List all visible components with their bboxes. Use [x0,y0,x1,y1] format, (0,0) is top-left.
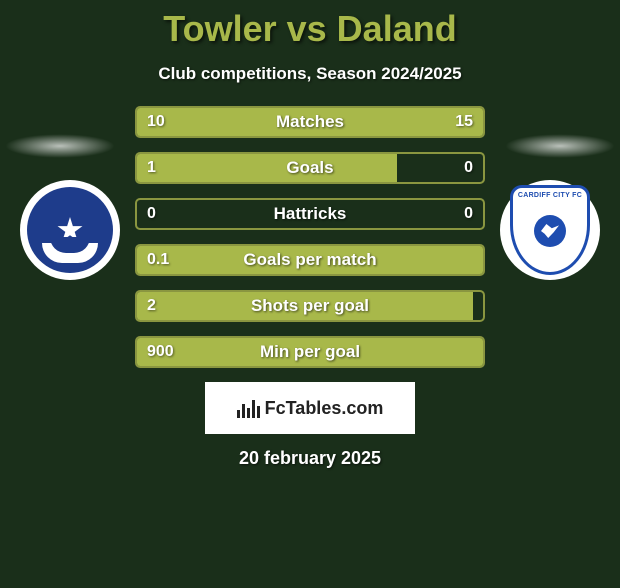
stat-value-right: 0 [464,159,473,177]
stat-label: Goals per match [243,250,376,270]
stat-value-left: 900 [147,343,174,361]
bird-icon [541,224,559,238]
stat-bar-left [137,154,397,182]
portsmouth-badge-icon [27,187,113,273]
stat-value-right: 15 [455,113,473,131]
stat-row: 1 Goals 0 [135,152,485,184]
footer-date: 20 february 2025 [0,448,620,469]
stat-row: 0 Hattricks 0 [135,198,485,230]
stat-value-left: 1 [147,159,156,177]
team-logo-right: CARDIFF CITY FC [500,180,600,280]
branding-banner[interactable]: FcTables.com [205,382,415,434]
stat-label: Goals [286,158,333,178]
logo-shadow-left [5,134,115,158]
crescent-icon [42,243,98,263]
page-title: Towler vs Daland [0,8,620,50]
stat-label: Min per goal [260,342,360,362]
stat-value-left: 0.1 [147,251,169,269]
branding-text: FcTables.com [265,398,384,419]
stat-label: Hattricks [274,204,347,224]
stat-label: Shots per goal [251,296,369,316]
stat-row: 10 Matches 15 [135,106,485,138]
cardiff-badge-icon: CARDIFF CITY FC [510,185,590,275]
stat-value-right: 0 [464,205,473,223]
cardiff-label: CARDIFF CITY FC [518,192,582,199]
stats-container: 10 Matches 15 1 Goals 0 0 Hattricks 0 0.1 Goals pe… [135,106,485,368]
stat-value-left: 2 [147,297,156,315]
team-logo-left [20,180,120,280]
logo-shadow-right [505,134,615,158]
bird-circle-icon [534,215,566,247]
page-subtitle: Club competitions, Season 2024/2025 [0,64,620,84]
bar-chart-icon [237,398,261,418]
stat-row: 2 Shots per goal [135,290,485,322]
stat-label: Matches [276,112,344,132]
stat-value-left: 10 [147,113,165,131]
stat-row: 900 Min per goal [135,336,485,368]
stat-value-left: 0 [147,205,156,223]
stat-bar-gap [473,292,483,320]
stat-row: 0.1 Goals per match [135,244,485,276]
